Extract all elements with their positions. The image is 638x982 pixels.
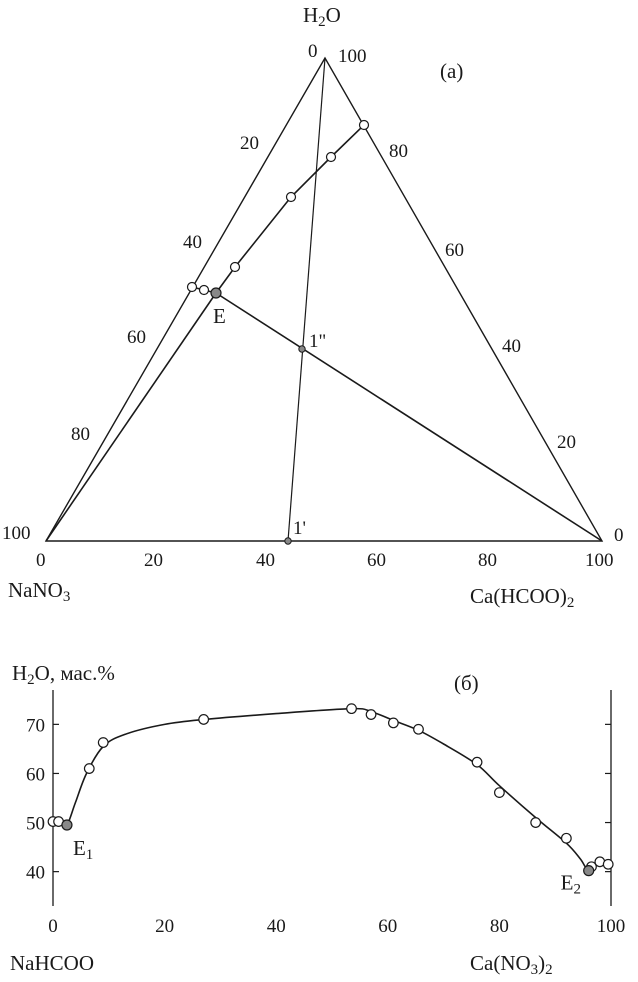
label-1p: 1' bbox=[293, 518, 306, 539]
ternary-triangle bbox=[44, 56, 604, 542]
y-tick-label: 70 bbox=[26, 715, 45, 736]
ternary-point bbox=[358, 119, 370, 131]
right-corner-tick: 0 bbox=[614, 525, 624, 546]
ternary-point bbox=[325, 151, 337, 163]
chart-b-xlabel-left: NaHCOO bbox=[10, 951, 94, 975]
data-point bbox=[602, 858, 614, 870]
chart-b-xlabel-right: Ca(NO3)2 bbox=[470, 951, 553, 978]
data-point bbox=[346, 703, 357, 715]
label-1pp: 1" bbox=[309, 331, 326, 352]
line-E-to-ca-formate bbox=[215, 292, 603, 542]
panel-label-b: (б) bbox=[454, 671, 479, 695]
chart-b-curve bbox=[52, 707, 609, 872]
y-tick-label: 60 bbox=[26, 764, 45, 785]
data-point bbox=[413, 723, 424, 735]
data-point bbox=[83, 763, 95, 774]
bottom-tick: 0 bbox=[36, 550, 46, 571]
ternary-point bbox=[285, 191, 297, 203]
x-tick-label: 40 bbox=[267, 916, 286, 937]
bottom-tick: 20 bbox=[144, 550, 163, 571]
line-top-to-1prime bbox=[287, 57, 326, 542]
ternary-point bbox=[186, 281, 198, 293]
bottom-tick: 100 bbox=[585, 550, 614, 571]
eutonic-point bbox=[583, 865, 595, 877]
y-tick-label: 40 bbox=[26, 863, 45, 884]
line-nano3-to-E bbox=[45, 292, 217, 542]
point-1p-marker bbox=[284, 537, 292, 545]
bottom-tick: 60 bbox=[367, 550, 386, 571]
eutonic-label: E2 bbox=[561, 871, 581, 898]
bottom-tick: 40 bbox=[256, 550, 275, 571]
chart-b-x-ticks: 0 20 40 60 80 100 bbox=[48, 916, 625, 937]
right-side-tick: 40 bbox=[502, 336, 521, 357]
left-side-tick: 80 bbox=[71, 424, 90, 445]
right-side-tick: 80 bbox=[389, 141, 408, 162]
x-tick-label: 0 bbox=[48, 916, 58, 937]
ternary-diagram: E 1" 1' (а) H2O NaNO3 Ca(HCOO)2 0 100 10… bbox=[2, 3, 624, 611]
vertex-label-right: Ca(HCOO)2 bbox=[470, 584, 574, 611]
data-point bbox=[530, 817, 542, 828]
data-point bbox=[198, 714, 210, 725]
panel-label-a: (а) bbox=[440, 59, 463, 83]
data-point bbox=[365, 709, 377, 720]
left-side-tick: 20 bbox=[240, 133, 259, 154]
right-side-tick: 20 bbox=[557, 432, 576, 453]
x-tick-label: 60 bbox=[378, 916, 397, 937]
data-point bbox=[560, 832, 572, 844]
chart-b-ylabel: H2O, мас.% bbox=[12, 661, 115, 688]
eutonic-point bbox=[61, 819, 73, 831]
eutonic-label: E1 bbox=[73, 836, 93, 863]
x-tick-label: 100 bbox=[597, 916, 626, 937]
bottom-tick: 80 bbox=[478, 550, 497, 571]
y-tick-label: 50 bbox=[26, 814, 45, 835]
chart-b: H2O, мас.% (б) NaHCOO Ca(NO3)2 40506070 … bbox=[10, 661, 625, 978]
left-side-tick: 40 bbox=[183, 232, 202, 253]
data-point bbox=[97, 737, 109, 748]
point-1pp-marker bbox=[298, 345, 306, 353]
left-side-tick: 60 bbox=[127, 327, 146, 348]
label-E: E bbox=[213, 304, 226, 328]
x-tick-label: 80 bbox=[490, 916, 509, 937]
vertex-label-left: NaNO3 bbox=[8, 578, 70, 605]
right-side-tick: 60 bbox=[445, 240, 464, 261]
ternary-point bbox=[229, 261, 241, 273]
chart-b-eutonic-points: E1 E2 bbox=[61, 819, 595, 898]
vertex-label-top: H2O bbox=[303, 3, 341, 30]
left-corner-tick: 100 bbox=[2, 523, 31, 544]
data-point bbox=[494, 787, 505, 798]
apex-tick-left: 0 bbox=[308, 41, 318, 62]
chart-b-y-ticks: 40 50 60 70 bbox=[26, 715, 611, 884]
chart-b-points bbox=[47, 703, 614, 873]
ternary-point bbox=[198, 284, 210, 296]
apex-tick-right: 100 bbox=[338, 46, 367, 67]
x-tick-label: 20 bbox=[155, 916, 174, 937]
data-point bbox=[387, 717, 399, 729]
eutonic-point-E bbox=[210, 287, 222, 299]
data-point bbox=[471, 756, 483, 768]
